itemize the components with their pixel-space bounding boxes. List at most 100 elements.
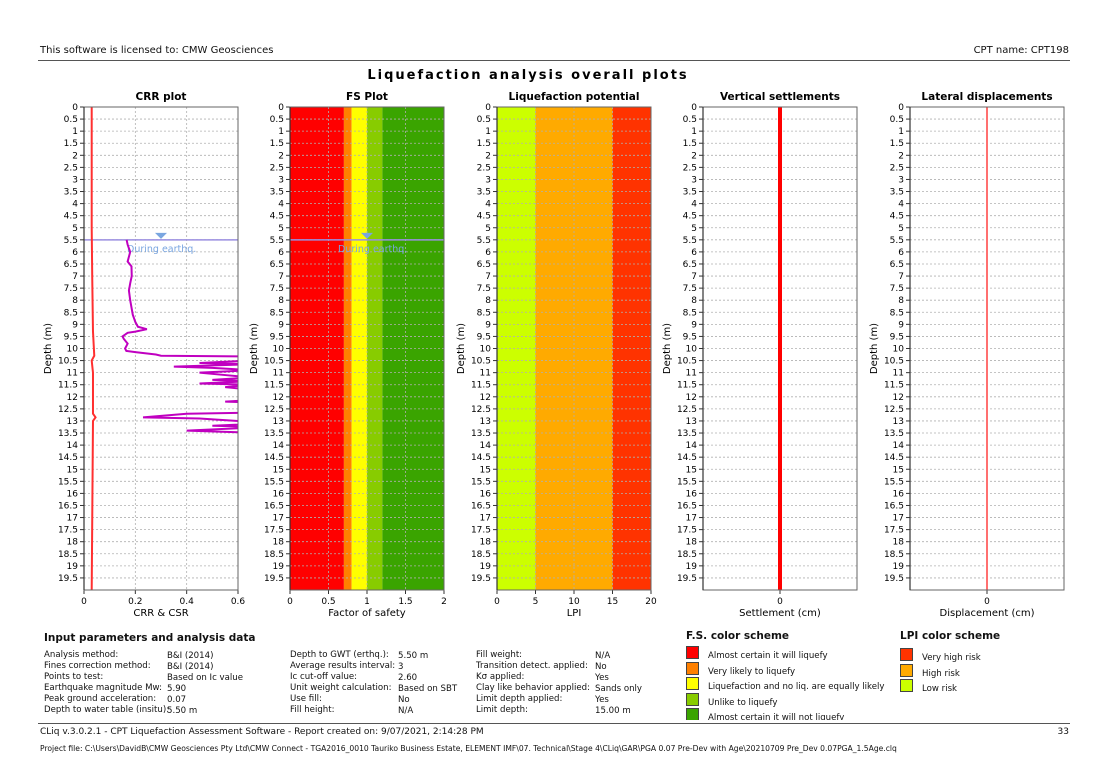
y-tick-label: 18 xyxy=(893,538,905,548)
y-tick-label: 16.5 xyxy=(471,501,491,511)
y-tick-label: 18 xyxy=(67,538,79,548)
y-tick-label: 0 xyxy=(485,103,491,113)
y-tick-label: 16 xyxy=(686,489,698,499)
y-tick-label: 14.5 xyxy=(677,453,697,463)
y-tick-label: 8.5 xyxy=(890,308,904,318)
y-tick-label: 10 xyxy=(686,345,698,355)
y-tick-label: 19 xyxy=(67,562,79,572)
series-crr xyxy=(121,239,238,434)
y-tick-label: 2.5 xyxy=(683,163,697,173)
lateral-xlabel: Displacement (cm) xyxy=(940,608,1035,619)
y-tick-label: 1 xyxy=(278,127,284,137)
y-tick-label: 11.5 xyxy=(471,381,491,391)
y-tick-label: 7.5 xyxy=(683,284,697,294)
scheme-label: Liquefaction and no liq. are equally lik… xyxy=(708,682,885,692)
y-tick-label: 9 xyxy=(485,320,491,330)
y-tick-label: 3.5 xyxy=(477,188,491,198)
y-tick-label: 9.5 xyxy=(890,332,904,342)
y-tick-label: 12.5 xyxy=(58,405,78,415)
y-tick-label: 4 xyxy=(898,200,904,210)
y-tick-label: 1.5 xyxy=(683,139,697,149)
y-tick-label: 10.5 xyxy=(677,357,697,367)
y-tick-label: 11.5 xyxy=(884,381,904,391)
y-tick-label: 14 xyxy=(67,441,79,451)
lateral-ylabel: Depth (m) xyxy=(869,323,880,374)
color-swatch xyxy=(686,677,699,690)
y-tick-label: 9 xyxy=(691,320,697,330)
y-tick-label: 0 xyxy=(278,103,284,113)
y-tick-label: 3.5 xyxy=(890,188,904,198)
water-table-label: During earthq. xyxy=(338,244,407,255)
license-text: This software is licensed to: CMW Geosci… xyxy=(40,45,274,56)
input-parameters: Input parameters and analysis data Analy… xyxy=(44,632,664,720)
x-tick-label: 0.5 xyxy=(321,597,335,607)
y-tick-label: 4 xyxy=(278,200,284,210)
y-tick-label: 3 xyxy=(898,175,904,185)
scheme-label: Unlike to liquefy xyxy=(708,697,778,708)
y-tick-label: 19.5 xyxy=(264,574,284,584)
y-tick-label: 8 xyxy=(691,296,697,306)
crr-title: CRR plot xyxy=(136,91,187,103)
lpi-title: Liquefaction potential xyxy=(509,91,640,103)
y-tick-label: 14 xyxy=(480,441,492,451)
y-tick-label: 11 xyxy=(480,369,491,379)
y-tick-label: 19 xyxy=(273,562,285,572)
fs-xlabel: Factor of safety xyxy=(328,608,406,619)
scheme-label: Very high risk xyxy=(922,653,981,663)
footer-divider xyxy=(38,723,1070,724)
y-tick-label: 8 xyxy=(278,296,284,306)
y-tick-label: 2 xyxy=(278,151,284,161)
y-tick-label: 13.5 xyxy=(471,429,491,439)
y-tick-label: 8 xyxy=(485,296,491,306)
x-tick-label: 0.6 xyxy=(231,597,246,607)
y-tick-label: 12.5 xyxy=(884,405,904,415)
y-tick-label: 18 xyxy=(480,538,492,548)
color-swatch xyxy=(686,646,699,659)
param-label: Ic cut-off value: xyxy=(290,672,358,682)
y-tick-label: 8.5 xyxy=(270,308,284,318)
y-tick-label: 0.5 xyxy=(683,115,697,125)
param-label: Depth to water table (insitu): xyxy=(44,705,170,715)
y-tick-label: 3.5 xyxy=(270,188,284,198)
y-tick-label: 15.5 xyxy=(884,477,904,487)
y-tick-label: 15 xyxy=(893,465,904,475)
y-tick-label: 16 xyxy=(893,489,905,499)
y-tick-label: 5 xyxy=(72,224,78,234)
y-tick-label: 0.5 xyxy=(890,115,904,125)
y-tick-label: 8.5 xyxy=(64,308,78,318)
x-tick-label: 5 xyxy=(533,597,539,607)
header-divider xyxy=(38,60,1070,61)
y-tick-label: 17 xyxy=(67,514,78,524)
y-tick-label: 9.5 xyxy=(64,332,78,342)
y-tick-label: 10.5 xyxy=(884,357,904,367)
y-tick-label: 17.5 xyxy=(264,526,284,536)
y-tick-label: 3.5 xyxy=(683,188,697,198)
y-tick-label: 0.5 xyxy=(477,115,491,125)
y-tick-label: 16.5 xyxy=(884,501,904,511)
x-tick-label: 0.2 xyxy=(128,597,142,607)
color-swatch xyxy=(900,679,913,692)
fs-title: FS Plot xyxy=(346,91,388,103)
y-tick-label: 6 xyxy=(898,248,904,258)
cpt-name: CPT name: CPT198 xyxy=(973,45,1069,56)
color-swatch xyxy=(686,692,699,706)
y-tick-label: 14.5 xyxy=(264,453,284,463)
y-tick-label: 10 xyxy=(480,345,492,355)
y-tick-label: 6 xyxy=(72,248,78,258)
y-tick-label: 19.5 xyxy=(58,574,78,584)
y-tick-label: 2.5 xyxy=(64,163,78,173)
y-tick-label: 2 xyxy=(691,151,697,161)
y-tick-label: 19 xyxy=(480,562,492,572)
y-tick-label: 15.5 xyxy=(471,477,491,487)
y-tick-label: 1.5 xyxy=(890,139,904,149)
param-value: 5.50 m xyxy=(398,651,429,661)
y-tick-label: 11 xyxy=(686,369,697,379)
y-tick-label: 6 xyxy=(278,248,284,258)
y-tick-label: 4.5 xyxy=(890,212,904,222)
y-tick-label: 4 xyxy=(691,200,697,210)
y-tick-label: 15.5 xyxy=(677,477,697,487)
y-tick-label: 8 xyxy=(72,296,78,306)
y-tick-label: 16.5 xyxy=(264,501,284,511)
y-tick-label: 17 xyxy=(480,514,491,524)
y-tick-label: 2 xyxy=(485,151,491,161)
